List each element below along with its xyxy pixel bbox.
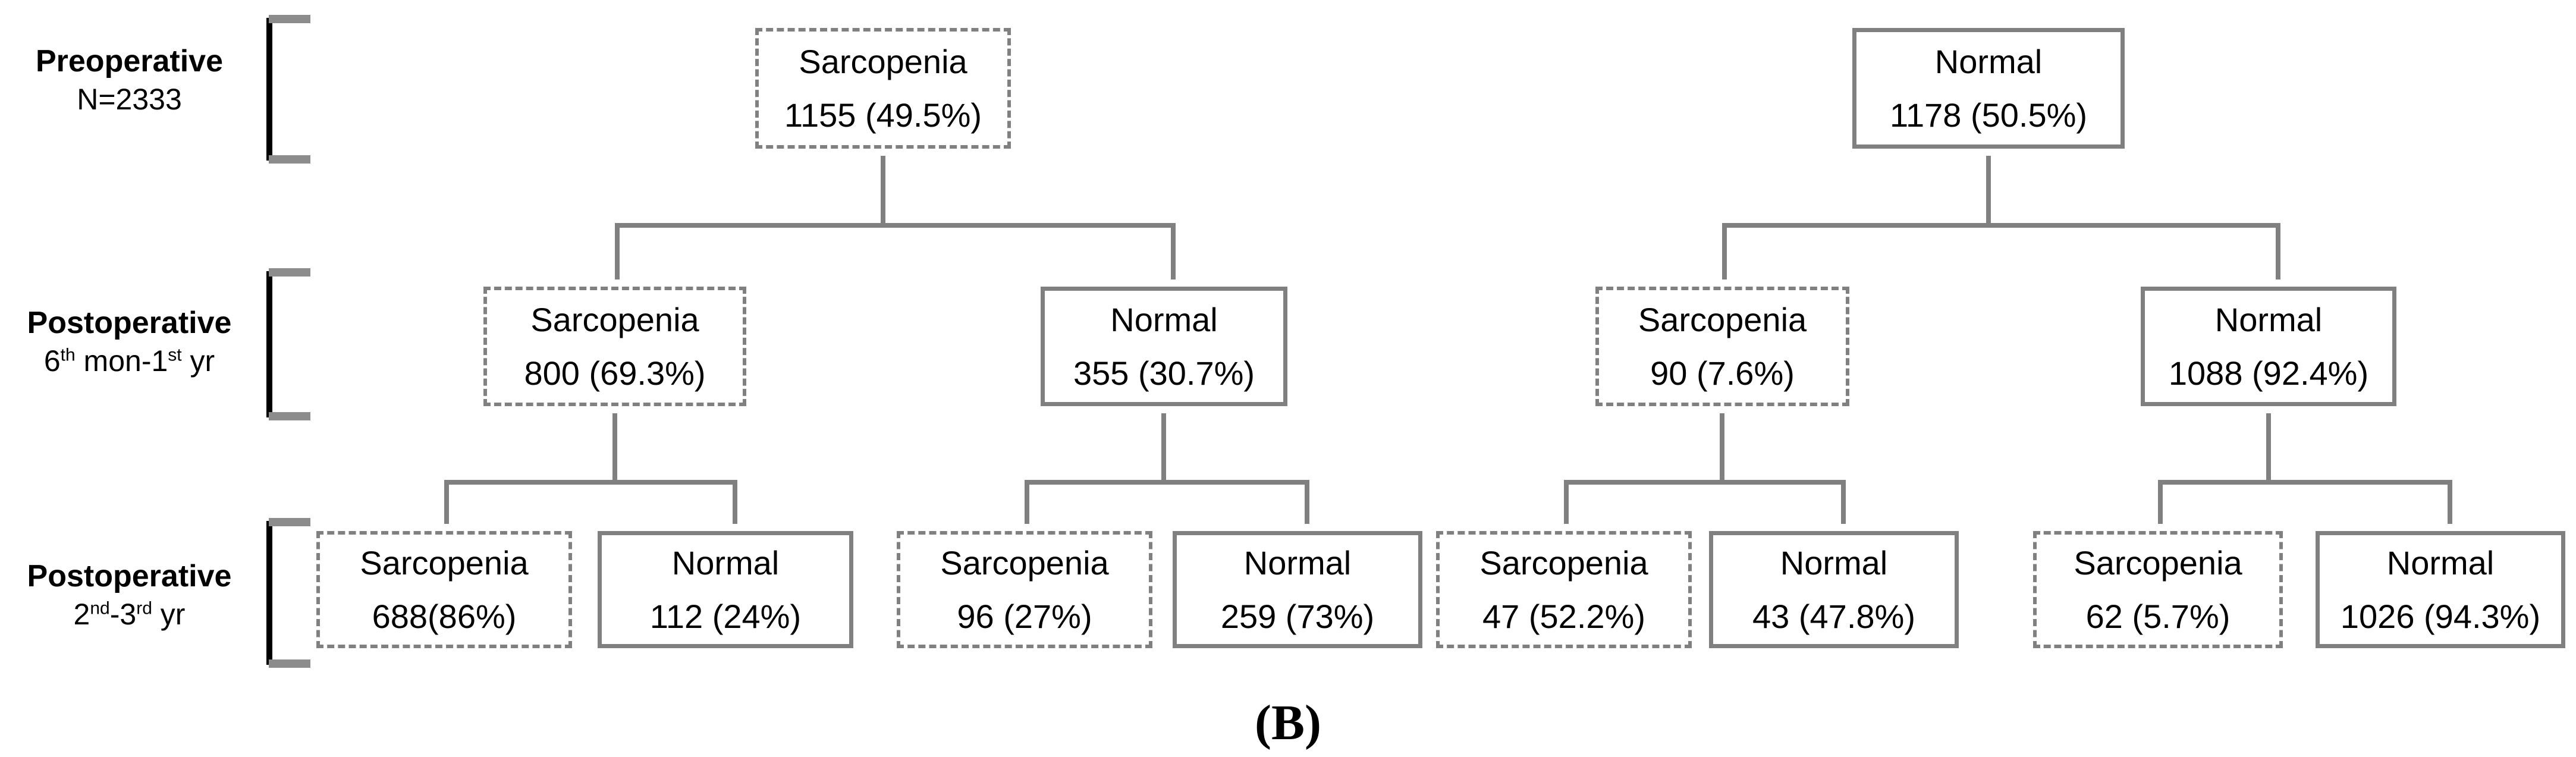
node-post2-nn-sarco: Sarcopenia 62 (5.7%) <box>2033 531 2283 648</box>
node-post2-ns-normal: Normal 43 (47.8%) <box>1709 531 1959 648</box>
node-post1-normal-normal: Normal 1088 (92.4%) <box>2141 287 2396 406</box>
node-label: Normal <box>2386 544 2495 582</box>
row-label-title: Preoperative <box>35 44 224 78</box>
node-label: Sarcopenia <box>1479 544 1648 582</box>
node-label: Normal <box>1934 42 2043 80</box>
row-label-title: Postoperative <box>27 559 232 593</box>
node-post1-sarco-normal: Normal 355 (30.7%) <box>1041 287 1287 406</box>
node-value: 355 (30.7%) <box>1073 354 1255 392</box>
node-pre-sarcopenia: Sarcopenia 1155 (49.5%) <box>755 28 1011 149</box>
row-label-postoperative-2-3yr: Postoperative 2nd-3rd yr <box>9 558 250 634</box>
node-label: Normal <box>1110 300 1218 338</box>
connector-stub <box>1161 413 1166 482</box>
node-post2-ss-sarco: Sarcopenia 688(86%) <box>316 531 572 648</box>
node-post2-sn-sarco: Sarcopenia 96 (27%) <box>897 531 1152 648</box>
row-label-subtitle: 6th mon-1st yr <box>43 344 215 378</box>
connector-branch <box>1722 223 2280 279</box>
connector-stub <box>612 413 617 482</box>
node-value: 90 (7.6%) <box>1650 354 1795 392</box>
node-value: 1088 (92.4%) <box>2168 354 2369 392</box>
row-label-preoperative: Preoperative N=2333 <box>9 43 250 119</box>
node-value: 1155 (49.5%) <box>784 96 982 134</box>
bracket-line <box>266 521 272 665</box>
node-value: 47 (52.2%) <box>1482 597 1645 635</box>
connector-branch <box>1564 480 1846 524</box>
node-post2-sn-normal: Normal 259 (73%) <box>1173 531 1422 648</box>
node-value: 96 (27%) <box>957 597 1092 635</box>
node-value: 43 (47.8%) <box>1752 597 1915 635</box>
connector-stub <box>1720 413 1724 482</box>
row-label-postoperative-6mon-1yr: Postoperative 6th mon-1st yr <box>9 304 250 381</box>
bracket-cap-bottom <box>269 659 310 668</box>
bracket-preoperative <box>266 15 314 164</box>
node-post1-normal-sarco: Sarcopenia 90 (7.6%) <box>1595 287 1849 406</box>
bracket-postoperative-2-3yr <box>266 518 314 668</box>
connector-stub <box>2266 413 2271 482</box>
node-value: 62 (5.7%) <box>2085 597 2231 635</box>
bracket-cap-top <box>269 15 310 23</box>
node-label: Sarcopenia <box>360 544 529 582</box>
node-value: 1178 (50.5%) <box>1889 96 2088 134</box>
bracket-cap-bottom <box>269 412 310 420</box>
node-label: Normal <box>1243 544 1352 582</box>
node-value: 800 (69.3%) <box>524 354 706 392</box>
node-label: Sarcopenia <box>2074 544 2242 582</box>
connector-branch <box>2158 480 2452 524</box>
bracket-line <box>266 271 272 417</box>
node-label: Normal <box>671 544 780 582</box>
bracket-cap-bottom <box>269 155 310 164</box>
bracket-cap-top <box>269 518 310 526</box>
node-value: 259 (73%) <box>1220 597 1375 635</box>
connector-branch <box>1025 480 1309 524</box>
node-label: Sarcopenia <box>940 544 1109 582</box>
figure-caption: (B) <box>1255 695 1321 750</box>
row-label-subtitle: N=2333 <box>77 83 182 116</box>
row-label-title: Postoperative <box>27 306 232 340</box>
connector-stub <box>881 156 885 225</box>
node-pre-normal: Normal 1178 (50.5%) <box>1852 28 2125 149</box>
node-label: Sarcopenia <box>799 42 967 80</box>
connector-branch <box>615 223 1176 279</box>
node-label: Normal <box>2214 300 2323 338</box>
bracket-cap-top <box>269 268 310 277</box>
node-post2-ns-sarco: Sarcopenia 47 (52.2%) <box>1436 531 1692 648</box>
node-value: 1026 (94.3%) <box>2340 597 2541 635</box>
bracket-postoperative-6mon-1yr <box>266 268 314 420</box>
node-value: 112 (24%) <box>649 597 802 635</box>
connector-stub <box>1986 156 1991 225</box>
node-post2-nn-normal: Normal 1026 (94.3%) <box>2316 531 2565 648</box>
node-post1-sarco-sarco: Sarcopenia 800 (69.3%) <box>483 287 746 406</box>
node-label: Sarcopenia <box>530 300 699 338</box>
connector-branch <box>444 480 737 524</box>
node-post2-ss-normal: Normal 112 (24%) <box>598 531 853 648</box>
node-value: 688(86%) <box>372 597 517 635</box>
row-label-subtitle: 2nd-3rd yr <box>73 598 186 631</box>
node-label: Normal <box>1780 544 1888 582</box>
bracket-line <box>266 18 272 161</box>
node-label: Sarcopenia <box>1638 300 1807 338</box>
